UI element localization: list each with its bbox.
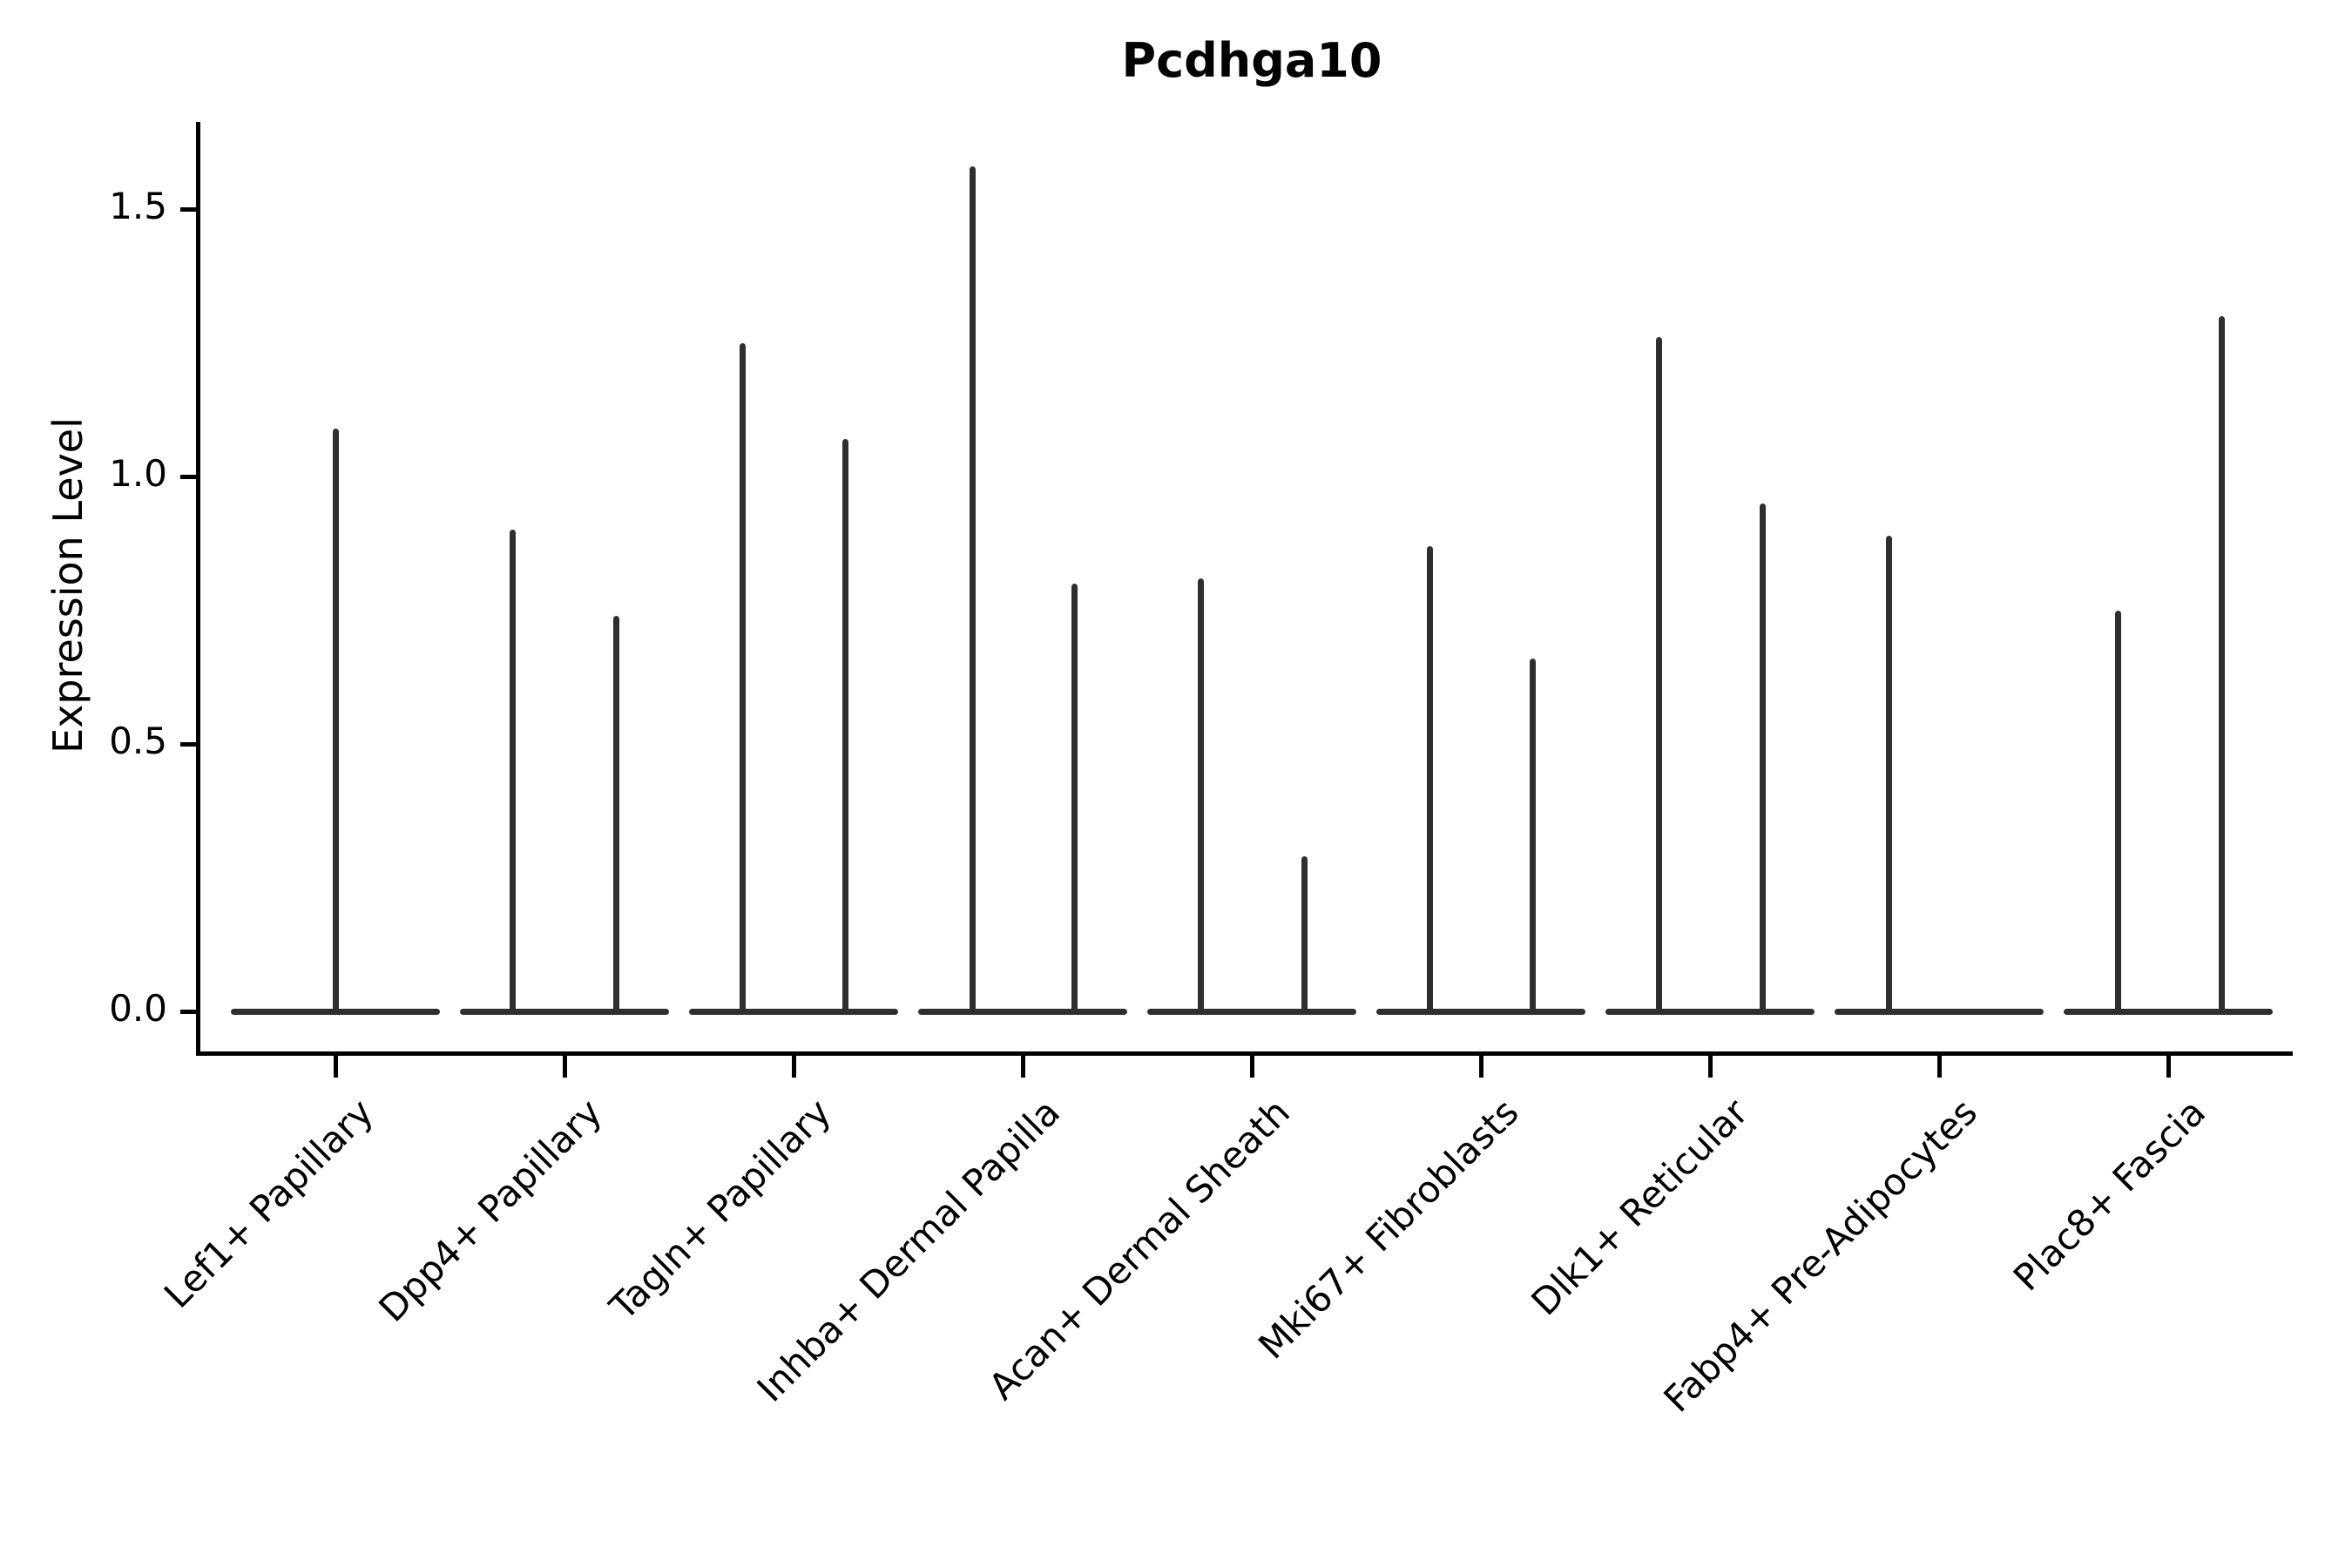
violin-max-spike: [2218, 315, 2225, 1013]
violin-max-spike: [1197, 578, 1204, 1013]
violin-max-spike: [1426, 545, 1433, 1013]
y-tick-label: 1.5: [109, 185, 167, 227]
violin-baseline: [689, 1008, 898, 1015]
violin-max-spike: [1071, 583, 1078, 1013]
y-tick-mark: [180, 206, 198, 212]
chart-title: Pcdhga10: [1121, 33, 1382, 88]
violin-max-spike: [1759, 503, 1766, 1013]
x-tick-mark: [1707, 1056, 1713, 1078]
x-tick-label: Dlk1+ Reticular: [1523, 1091, 1756, 1324]
violin-max-spike: [1655, 337, 1662, 1013]
y-tick-label: 0.0: [109, 987, 167, 1030]
y-tick-mark: [180, 1009, 198, 1014]
violin-max-spike: [1885, 535, 1892, 1013]
y-tick-mark: [180, 741, 198, 747]
x-tick-mark: [1249, 1056, 1254, 1078]
x-tick-mark: [1478, 1056, 1484, 1078]
violin-max-spike: [612, 615, 619, 1013]
x-tick-mark: [2166, 1056, 2171, 1078]
violin-baseline: [2064, 1008, 2273, 1015]
x-axis-spine: [196, 1051, 2293, 1056]
violin-max-spike: [969, 166, 976, 1013]
x-tick-label: Plac8+ Fascia: [2005, 1091, 2214, 1300]
x-tick-label: Lef1+ Papillary: [155, 1091, 382, 1316]
x-tick-mark: [333, 1056, 338, 1078]
violin-baseline: [1147, 1008, 1356, 1015]
violin-max-spike: [739, 342, 746, 1013]
x-tick-mark: [791, 1056, 796, 1078]
violin-baseline: [1605, 1008, 1815, 1015]
violin-max-spike: [2114, 610, 2121, 1013]
x-tick-mark: [1936, 1056, 1942, 1078]
y-tick-mark: [180, 474, 198, 479]
violin-max-spike: [841, 439, 848, 1013]
x-tick-mark: [1020, 1056, 1025, 1078]
x-tick-label: Mki67+ Fibroblasts: [1250, 1091, 1527, 1368]
y-axis-spine: [196, 122, 200, 1056]
violin-baseline: [1835, 1008, 2044, 1015]
y-tick-label: 0.5: [109, 720, 167, 762]
violin-max-spike: [509, 530, 516, 1013]
violin-baseline: [460, 1008, 669, 1015]
x-tick-label: Dpp4+ Papillary: [370, 1091, 611, 1330]
x-tick-label: Tagln+ Papillary: [601, 1091, 840, 1328]
y-tick-label: 1.0: [109, 452, 167, 495]
violin-max-spike: [332, 428, 339, 1013]
x-tick-mark: [562, 1056, 567, 1078]
violin-max-spike: [1301, 855, 1308, 1013]
violin-baseline: [918, 1008, 1127, 1015]
violin-max-spike: [1529, 658, 1536, 1013]
violin-baseline: [1376, 1008, 1585, 1015]
